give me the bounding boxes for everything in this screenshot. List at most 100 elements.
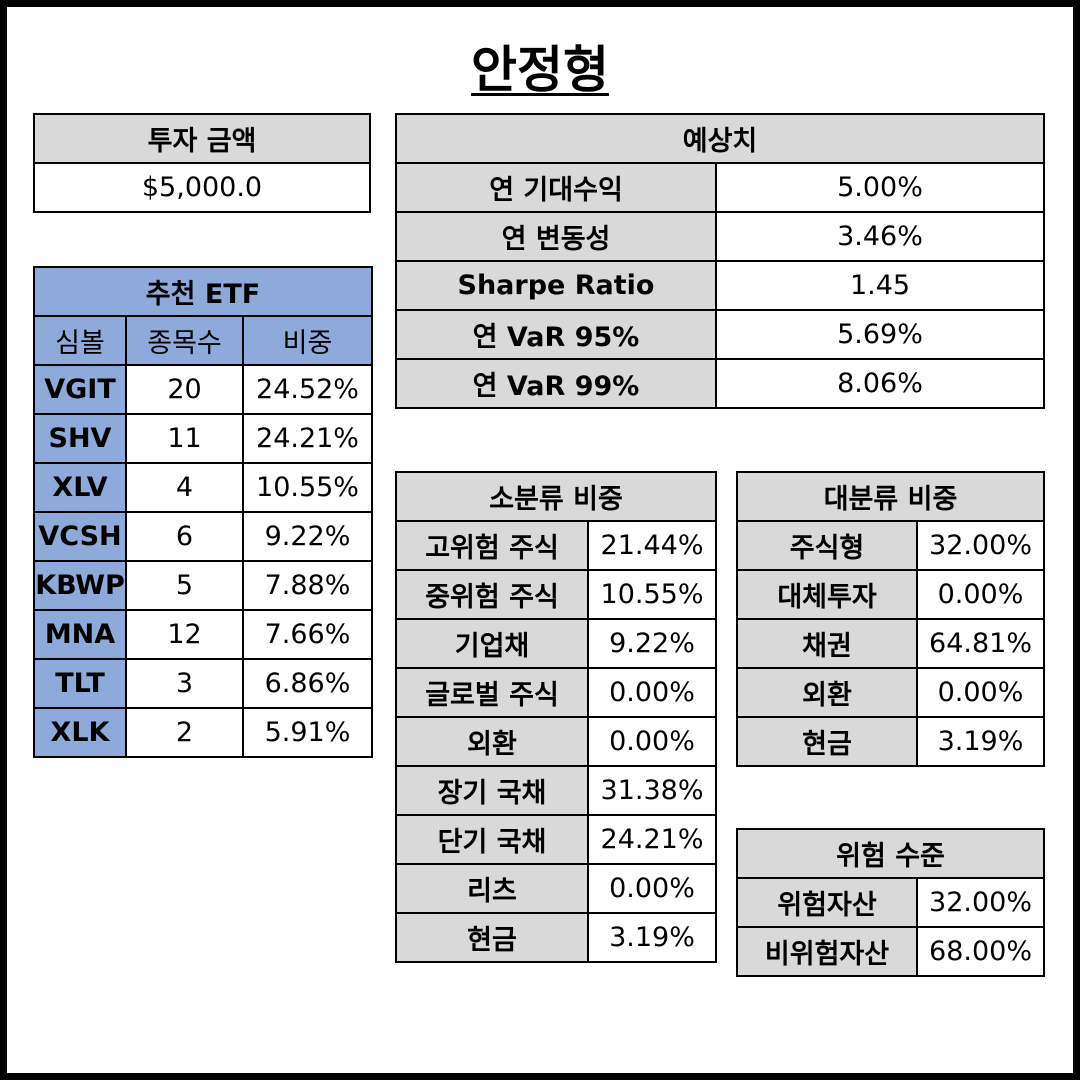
sub-category-label: 중위험 주식 [395,569,589,620]
sub-category-label: 외환 [395,716,589,767]
main-category-row: 외환 0.00% [736,667,1046,718]
etf-symbol: SHV [33,413,127,464]
risk-level-row: 위험자산 32.00% [736,877,1046,928]
etf-row: TLT 3 6.86% [33,658,373,709]
etf-count: 5 [125,560,244,611]
forecast-row: Sharpe Ratio 1.45 [395,260,1045,311]
sub-category-header: 소분류 비중 [394,471,718,522]
sub-category-value: 0.00% [586,667,718,718]
main-category-row: 대체투자 0.00% [736,569,1046,620]
forecast-label: 연 변동성 [395,211,717,262]
risk-level-label: 비위험자산 [736,926,918,977]
etf-symbol: TLT [33,658,127,709]
sub-category-value: 9.22% [586,618,718,669]
etf-symbol: VCSH [33,511,127,562]
main-category-value: 32.00% [915,520,1046,571]
etf-count: 11 [125,413,244,464]
etf-count: 6 [125,511,244,562]
sub-category-value: 24.21% [586,814,718,865]
main-category-table: 대분류 비중 주식형 32.00% 대체투자 0.00% 채권 64.81% 외환 0.00%… [735,471,1046,767]
main-category-value: 0.00% [915,667,1046,718]
sub-category-row: 현금 3.19% [395,912,718,963]
sub-category-row: 중위험 주식 10.55% [395,569,718,620]
main-category-label: 주식형 [736,520,918,571]
sub-category-row: 리츠 0.00% [395,863,718,914]
sub-category-value: 21.44% [586,520,718,571]
etf-symbol: XLK [33,707,127,758]
sub-category-row: 기업채 9.22% [395,618,718,669]
etf-row: KBWP 5 7.88% [33,560,373,611]
etf-weight: 10.55% [242,462,373,513]
sub-category-label: 글로벌 주식 [395,667,589,718]
forecast-row: 연 VaR 95% 5.69% [395,309,1045,360]
etf-row: SHV 11 24.21% [33,413,373,464]
sub-category-row: 단기 국채 24.21% [395,814,718,865]
etf-count: 20 [125,364,244,415]
recommended-etf-table: 추천 ETF 심볼 종목수 비중 VGIT 20 24.52% SHV 11 24.21%… [33,266,373,758]
forecast-value: 1.45 [715,260,1045,311]
sub-category-label: 현금 [395,912,589,963]
etf-weight: 24.21% [242,413,373,464]
sub-category-label: 고위험 주식 [395,520,589,571]
sub-category-label: 장기 국채 [395,765,589,816]
etf-symbol: KBWP [33,560,127,611]
etf-weight: 9.22% [242,511,373,562]
sub-category-label: 리츠 [395,863,589,914]
etf-count: 12 [125,609,244,660]
portfolio-sheet: 안정형 투자 금액 $5,000.0 추천 ETF 심볼 종목수 비중 VGIT… [7,7,1073,1073]
risk-level-value: 68.00% [915,926,1046,977]
etf-row: VGIT 20 24.52% [33,364,373,415]
forecast-value: 3.46% [715,211,1045,262]
risk-level-label: 위험자산 [736,877,918,928]
etf-col-weight: 비중 [242,315,373,366]
etf-count: 3 [125,658,244,709]
sub-category-label: 기업채 [395,618,589,669]
etf-weight: 7.88% [242,560,373,611]
etf-table-header: 추천 ETF [33,266,373,317]
sub-category-table: 소분류 비중 고위험 주식 21.44% 중위험 주식 10.55% 기업채 9.22% 글… [394,471,718,963]
forecast-value: 8.06% [715,358,1045,409]
forecast-header: 예상치 [395,113,1045,164]
page-title: 안정형 [471,41,609,99]
forecast-value: 5.00% [715,162,1045,213]
etf-row: MNA 12 7.66% [33,609,373,660]
main-category-value: 0.00% [915,569,1046,620]
main-category-header: 대분류 비중 [735,471,1046,522]
sub-category-value: 3.19% [586,912,718,963]
sub-category-row: 고위험 주식 21.44% [395,520,718,571]
main-category-value: 64.81% [915,618,1046,669]
forecast-table: 예상치 연 기대수익 5.00% 연 변동성 3.46% Sharpe Ratio 1.4… [395,113,1045,409]
forecast-row: 연 VaR 99% 8.06% [395,358,1045,409]
etf-count: 4 [125,462,244,513]
etf-col-symbol: 심볼 [33,315,127,366]
risk-level-table: 위험 수준 위험자산 32.00% 비위험자산 68.00% [735,828,1046,977]
main-category-label: 현금 [736,716,918,767]
forecast-row: 연 변동성 3.46% [395,211,1045,262]
risk-level-row: 비위험자산 68.00% [736,926,1046,977]
risk-level-value: 32.00% [915,877,1046,928]
sub-category-value: 31.38% [586,765,718,816]
forecast-label: 연 VaR 99% [395,358,717,409]
sub-category-value: 10.55% [586,569,718,620]
investment-amount-header: 투자 금액 [33,113,371,164]
main-category-label: 외환 [736,667,918,718]
main-category-label: 대체투자 [736,569,918,620]
sub-category-row: 외환 0.00% [395,716,718,767]
sub-category-value: 0.00% [586,716,718,767]
etf-row: XLK 2 5.91% [33,707,373,758]
sub-category-row: 글로벌 주식 0.00% [395,667,718,718]
etf-weight: 24.52% [242,364,373,415]
forecast-label: 연 기대수익 [395,162,717,213]
etf-weight: 7.66% [242,609,373,660]
main-category-row: 현금 3.19% [736,716,1046,767]
forecast-label: Sharpe Ratio [395,260,717,311]
etf-weight: 6.86% [242,658,373,709]
etf-count: 2 [125,707,244,758]
forecast-label: 연 VaR 95% [395,309,717,360]
main-category-row: 채권 64.81% [736,618,1046,669]
forecast-value: 5.69% [715,309,1045,360]
etf-symbol: XLV [33,462,127,513]
forecast-row: 연 기대수익 5.00% [395,162,1045,213]
sub-category-row: 장기 국채 31.38% [395,765,718,816]
main-category-label: 채권 [736,618,918,669]
